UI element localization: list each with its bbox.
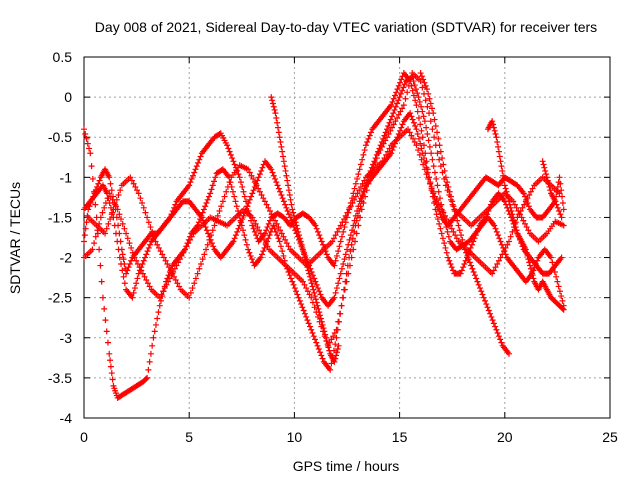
data-point-markers — [81, 70, 567, 349]
series-s4 — [81, 70, 567, 349]
y-tick-label: 0 — [64, 89, 72, 105]
y-tick-label: -2.5 — [48, 290, 72, 306]
y-axis-label: SDTVAR / TECUs — [7, 182, 23, 294]
series-s3 — [81, 110, 565, 309]
chart-title: Day 008 of 2021, Sidereal Day-to-day VTE… — [95, 19, 597, 35]
series-s1 — [81, 70, 565, 277]
series-s7 — [417, 70, 513, 357]
x-tick-label: 20 — [497, 429, 513, 445]
y-tick-label: 0.5 — [53, 49, 73, 65]
series-s5 — [85, 126, 563, 301]
axis-ticks: 0.5 0 -0.5 -1 -1.5 -2 -2.5 -3 -3.5 -4 0 5 10 15 20 25 — [48, 49, 618, 445]
y-tick-label: -2 — [60, 250, 73, 266]
x-axis-label: GPS time / hours — [293, 458, 400, 474]
x-tick-label: 15 — [392, 429, 408, 445]
data-point-markers — [81, 70, 565, 277]
data-point-markers — [85, 126, 563, 301]
y-tick-label: -0.5 — [48, 129, 72, 145]
x-tick-label: 5 — [185, 429, 193, 445]
data-point-markers — [81, 110, 565, 309]
y-tick-label: -3 — [60, 330, 73, 346]
data-points — [81, 70, 567, 401]
series-s8 — [484, 118, 567, 313]
x-tick-label: 0 — [80, 429, 88, 445]
series-s6 — [268, 94, 342, 365]
y-tick-label: -1.5 — [48, 209, 72, 225]
x-tick-label: 25 — [602, 429, 618, 445]
plot-frame — [83, 56, 611, 419]
y-tick-label: -3.5 — [48, 370, 72, 386]
y-tick-label: -1 — [60, 169, 73, 185]
data-point-markers — [484, 118, 567, 313]
series-s9 — [539, 158, 567, 213]
x-tick-label: 10 — [287, 429, 303, 445]
y-tick-label: -4 — [60, 410, 73, 426]
data-point-markers — [539, 158, 567, 213]
data-point-markers — [268, 94, 342, 365]
data-point-markers — [417, 70, 513, 357]
grid — [84, 57, 610, 418]
